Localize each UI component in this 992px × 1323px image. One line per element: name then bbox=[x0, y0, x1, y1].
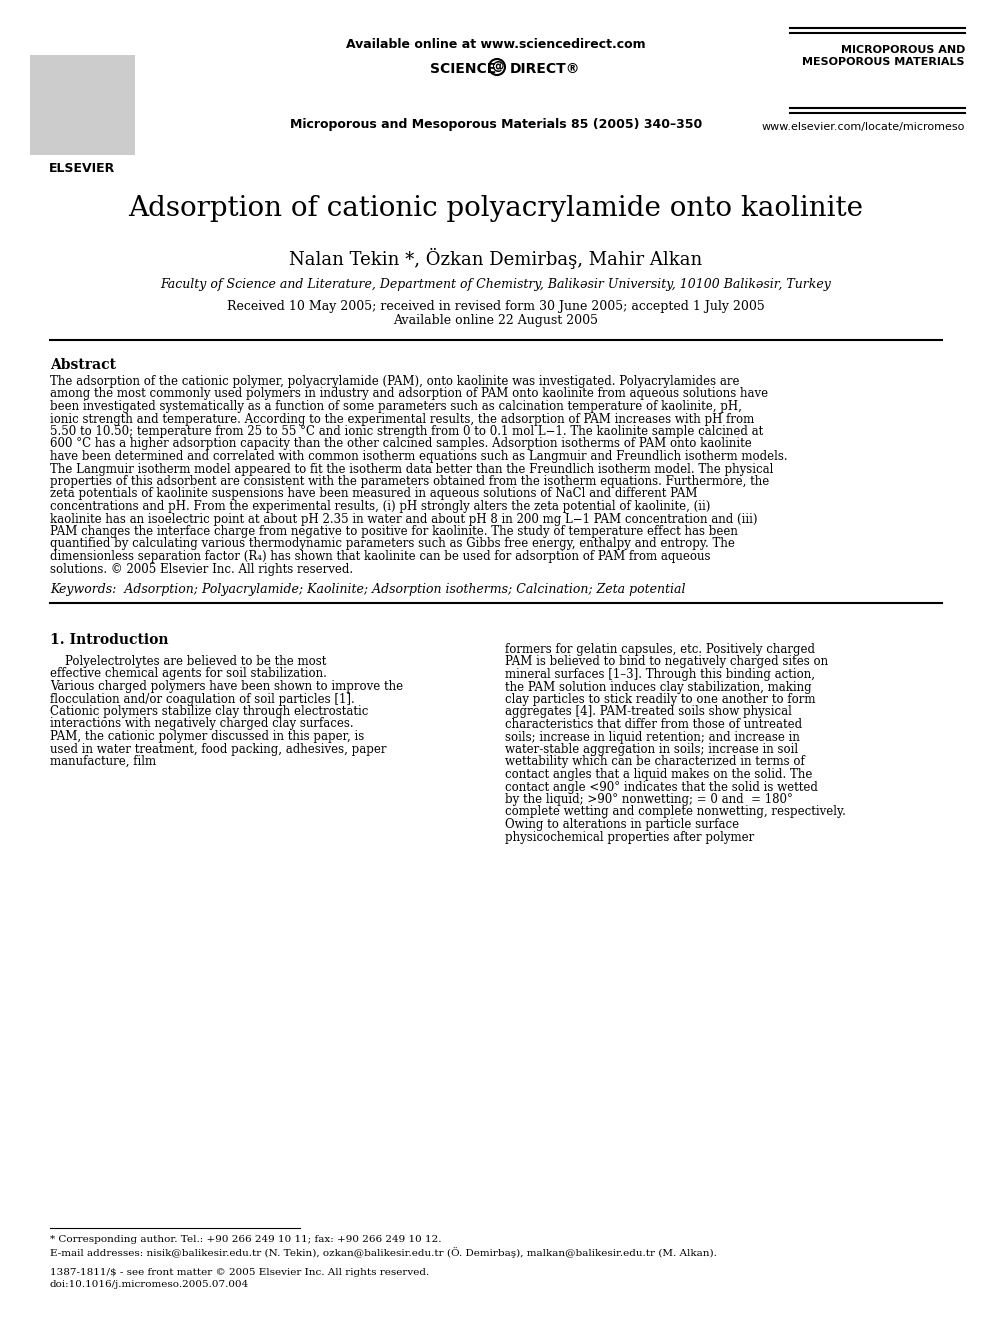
Text: been investigated systematically as a function of some parameters such as calcin: been investigated systematically as a fu… bbox=[50, 400, 742, 413]
Text: among the most commonly used polymers in industry and adsorption of PAM onto kao: among the most commonly used polymers in… bbox=[50, 388, 768, 401]
Text: E-mail addresses: nisik@balikesir.edu.tr (N. Tekin), ozkan@balikesir.edu.tr (Ö. : E-mail addresses: nisik@balikesir.edu.tr… bbox=[50, 1248, 717, 1258]
Text: used in water treatment, food packing, adhesives, paper: used in water treatment, food packing, a… bbox=[50, 742, 387, 755]
Text: Cationic polymers stabilize clay through electrostatic: Cationic polymers stabilize clay through… bbox=[50, 705, 368, 718]
Text: aggregates [4]. PAM-treated soils show physical: aggregates [4]. PAM-treated soils show p… bbox=[505, 705, 792, 718]
Text: physicochemical properties after polymer: physicochemical properties after polymer bbox=[505, 831, 754, 844]
Text: contact angles that a liquid makes on the solid. The: contact angles that a liquid makes on th… bbox=[505, 767, 812, 781]
Text: The adsorption of the cationic polymer, polyacrylamide (PAM), onto kaolinite was: The adsorption of the cationic polymer, … bbox=[50, 374, 739, 388]
Text: solutions. © 2005 Elsevier Inc. All rights reserved.: solutions. © 2005 Elsevier Inc. All righ… bbox=[50, 562, 353, 576]
Text: Available online 22 August 2005: Available online 22 August 2005 bbox=[394, 314, 598, 327]
Text: dimensionless separation factor (R₄) has shown that kaolinite can be used for ad: dimensionless separation factor (R₄) has… bbox=[50, 550, 710, 564]
Text: effective chemical agents for soil stabilization.: effective chemical agents for soil stabi… bbox=[50, 668, 327, 680]
Text: interactions with negatively charged clay surfaces.: interactions with negatively charged cla… bbox=[50, 717, 353, 730]
Text: Received 10 May 2005; received in revised form 30 June 2005; accepted 1 July 200: Received 10 May 2005; received in revise… bbox=[227, 300, 765, 314]
Text: contact angle <90° indicates that the solid is wetted: contact angle <90° indicates that the so… bbox=[505, 781, 817, 794]
Text: by the liquid; >90° nonwetting; = 0 and  = 180°: by the liquid; >90° nonwetting; = 0 and … bbox=[505, 792, 793, 806]
Text: Nalan Tekin *, Özkan Demirbaş, Mahir Alkan: Nalan Tekin *, Özkan Demirbaş, Mahir Alk… bbox=[290, 247, 702, 269]
Text: Faculty of Science and Literature, Department of Chemistry, Balikəsir University: Faculty of Science and Literature, Depar… bbox=[161, 278, 831, 291]
Text: Owing to alterations in particle surface: Owing to alterations in particle surface bbox=[505, 818, 739, 831]
Text: PAM, the cationic polymer discussed in this paper, is: PAM, the cationic polymer discussed in t… bbox=[50, 730, 364, 744]
Text: Available online at www.sciencedirect.com: Available online at www.sciencedirect.co… bbox=[346, 38, 646, 52]
Text: 600 °C has a higher adsorption capacity than the other calcined samples. Adsorpt: 600 °C has a higher adsorption capacity … bbox=[50, 438, 752, 451]
Text: The Langmuir isotherm model appeared to fit the isotherm data better than the Fr: The Langmuir isotherm model appeared to … bbox=[50, 463, 774, 475]
Text: Various charged polymers have been shown to improve the: Various charged polymers have been shown… bbox=[50, 680, 403, 693]
Text: ELSEVIER: ELSEVIER bbox=[49, 161, 115, 175]
Text: wettability which can be characterized in terms of: wettability which can be characterized i… bbox=[505, 755, 805, 769]
Text: Abstract: Abstract bbox=[50, 359, 116, 372]
Text: @: @ bbox=[491, 61, 503, 74]
Text: 1387-1811/$ - see front matter © 2005 Elsevier Inc. All rights reserved.: 1387-1811/$ - see front matter © 2005 El… bbox=[50, 1267, 430, 1277]
Text: soils; increase in liquid retention; and increase in: soils; increase in liquid retention; and… bbox=[505, 730, 800, 744]
Text: ionic strength and temperature. According to the experimental results, the adsor: ionic strength and temperature. Accordin… bbox=[50, 413, 754, 426]
Text: manufacture, film: manufacture, film bbox=[50, 755, 156, 767]
Text: SCIENCE: SCIENCE bbox=[430, 62, 496, 75]
Text: doi:10.1016/j.micromeso.2005.07.004: doi:10.1016/j.micromeso.2005.07.004 bbox=[50, 1279, 249, 1289]
Text: characteristics that differ from those of untreated: characteristics that differ from those o… bbox=[505, 718, 803, 732]
Text: quantified by calculating various thermodynamic parameters such as Gibbs free en: quantified by calculating various thermo… bbox=[50, 537, 735, 550]
Text: MICROPOROUS AND
MESOPOROUS MATERIALS: MICROPOROUS AND MESOPOROUS MATERIALS bbox=[803, 45, 965, 66]
Text: Microporous and Mesoporous Materials 85 (2005) 340–350: Microporous and Mesoporous Materials 85 … bbox=[290, 118, 702, 131]
Text: Adsorption of cationic polyacrylamide onto kaolinite: Adsorption of cationic polyacrylamide on… bbox=[129, 194, 863, 222]
Text: DIRECT®: DIRECT® bbox=[510, 62, 580, 75]
Bar bbox=[30, 56, 135, 155]
Text: 1. Introduction: 1. Introduction bbox=[50, 632, 169, 647]
Text: concentrations and pH. From the experimental results, (i) pH strongly alters the: concentrations and pH. From the experime… bbox=[50, 500, 710, 513]
Text: formers for gelatin capsules, etc. Positively charged: formers for gelatin capsules, etc. Posit… bbox=[505, 643, 815, 656]
Text: www.elsevier.com/locate/micromeso: www.elsevier.com/locate/micromeso bbox=[762, 122, 965, 132]
Text: the PAM solution induces clay stabilization, making: the PAM solution induces clay stabilizat… bbox=[505, 680, 811, 693]
Text: clay particles to stick readily to one another to form: clay particles to stick readily to one a… bbox=[505, 693, 815, 706]
Text: properties of this adsorbent are consistent with the parameters obtained from th: properties of this adsorbent are consist… bbox=[50, 475, 769, 488]
Text: have been determined and correlated with common isotherm equations such as Langm: have been determined and correlated with… bbox=[50, 450, 788, 463]
Text: kaolinite has an isoelectric point at about pH 2.35 in water and about pH 8 in 2: kaolinite has an isoelectric point at ab… bbox=[50, 512, 758, 525]
Text: zeta potentials of kaolinite suspensions have been measured in aqueous solutions: zeta potentials of kaolinite suspensions… bbox=[50, 487, 697, 500]
Text: flocculation and/or coagulation of soil particles [1].: flocculation and/or coagulation of soil … bbox=[50, 692, 355, 705]
Text: Polyelectrolytes are believed to be the most: Polyelectrolytes are believed to be the … bbox=[50, 655, 326, 668]
Text: PAM is believed to bind to negatively charged sites on: PAM is believed to bind to negatively ch… bbox=[505, 655, 828, 668]
Text: water-stable aggregation in soils; increase in soil: water-stable aggregation in soils; incre… bbox=[505, 744, 799, 755]
Text: * Corresponding author. Tel.: +90 266 249 10 11; fax: +90 266 249 10 12.: * Corresponding author. Tel.: +90 266 24… bbox=[50, 1234, 441, 1244]
Text: 5.50 to 10.50; temperature from 25 to 55 °C and ionic strength from 0 to 0.1 mol: 5.50 to 10.50; temperature from 25 to 55… bbox=[50, 425, 763, 438]
Text: PAM changes the interface charge from negative to positive for kaolinite. The st: PAM changes the interface charge from ne… bbox=[50, 525, 738, 538]
Text: complete wetting and complete nonwetting, respectively.: complete wetting and complete nonwetting… bbox=[505, 806, 846, 819]
Text: Keywords:  Adsorption; Polyacrylamide; Kaolinite; Adsorption isotherms; Calcinat: Keywords: Adsorption; Polyacrylamide; Ka… bbox=[50, 583, 685, 595]
Text: mineral surfaces [1–3]. Through this binding action,: mineral surfaces [1–3]. Through this bin… bbox=[505, 668, 815, 681]
